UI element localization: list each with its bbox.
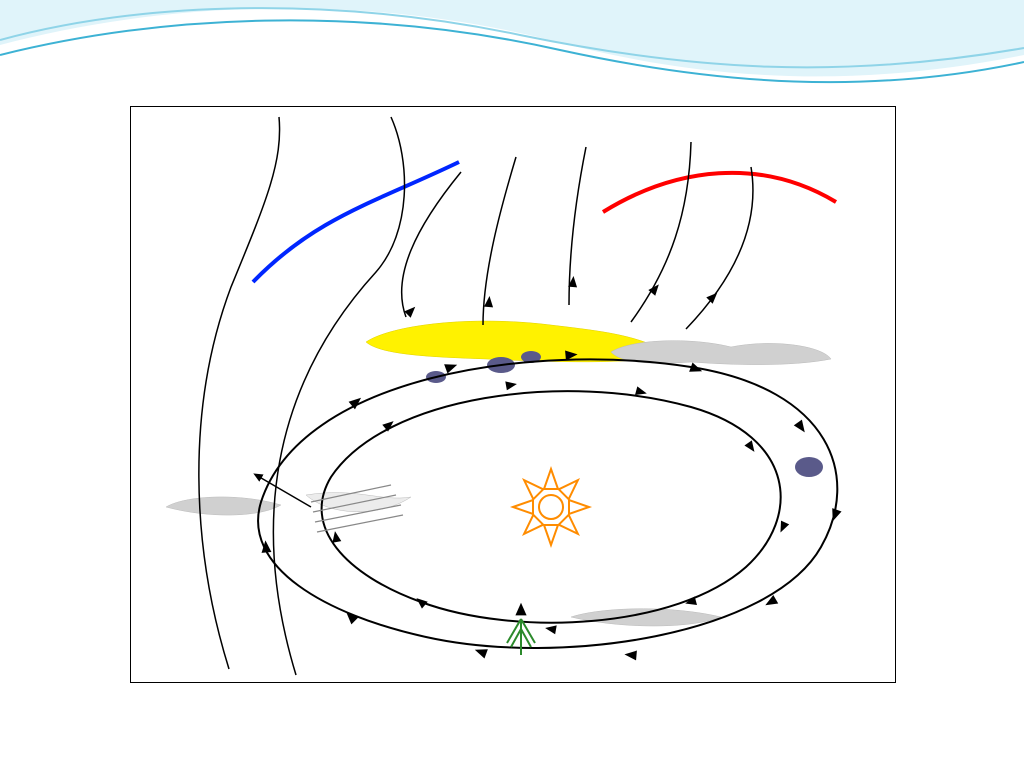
inner-flow-arrows — [332, 381, 789, 634]
diagram-frame — [130, 106, 896, 683]
cloud-bands — [166, 341, 831, 626]
sun-icon — [513, 469, 589, 545]
streamline-arrows — [404, 276, 717, 318]
streamlines — [199, 117, 753, 675]
clouds-dark — [426, 351, 823, 477]
cold-front — [253, 162, 459, 282]
anticyclone-diagram — [131, 107, 895, 682]
warm-front — [603, 173, 836, 212]
slide-swoosh — [0, 0, 1024, 120]
